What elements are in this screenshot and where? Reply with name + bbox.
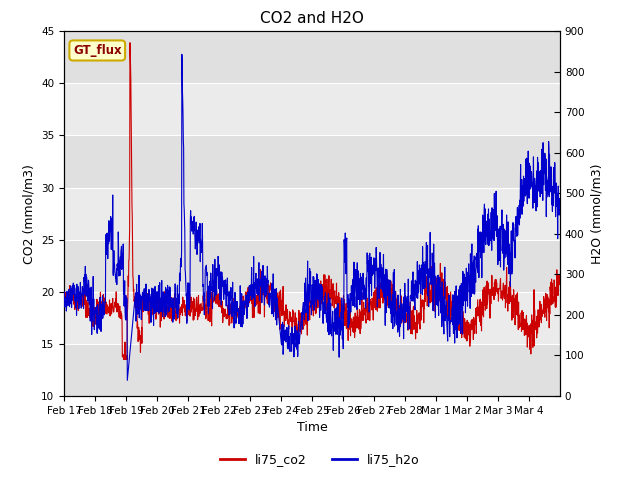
Title: CO2 and H2O: CO2 and H2O	[260, 11, 364, 26]
Bar	[64, 292, 560, 344]
Bar	[64, 240, 560, 292]
Bar	[64, 135, 560, 188]
X-axis label: Time: Time	[296, 421, 328, 434]
Bar	[64, 31, 560, 84]
Bar	[64, 84, 560, 135]
Bar	[64, 344, 560, 396]
Y-axis label: CO2 (mmol/m3): CO2 (mmol/m3)	[22, 164, 35, 264]
Bar	[64, 188, 560, 240]
Text: GT_flux: GT_flux	[73, 44, 122, 57]
Legend: li75_co2, li75_h2o: li75_co2, li75_h2o	[215, 448, 425, 471]
Y-axis label: H2O (mmol/m3): H2O (mmol/m3)	[590, 163, 603, 264]
